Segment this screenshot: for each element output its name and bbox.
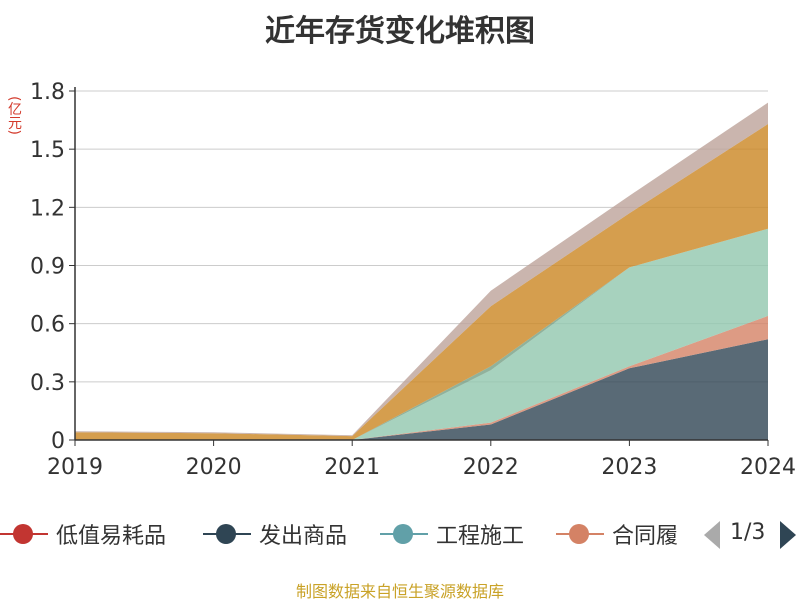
legend-next-arrow-icon[interactable] [780, 521, 796, 549]
legend-label: 合同履 [612, 524, 679, 549]
area-series-1 [75, 339, 768, 440]
y-tick-label: 0.3 [30, 371, 65, 396]
legend-item[interactable]: 合同履 [556, 512, 678, 556]
x-tick-label: 2019 [47, 455, 103, 480]
y-tick-label: 0.6 [30, 313, 65, 338]
axes [69, 87, 769, 446]
chart-title: 近年存货变化堆积图 [265, 14, 535, 49]
y-tick-label: 1.5 [30, 138, 65, 163]
area-series-6 [75, 124, 768, 440]
y-tick-label: 0.9 [30, 255, 65, 280]
legend-label: 工程施工 [436, 524, 525, 549]
data-source-note: 制图数据来自恒生聚源数据库 [295, 582, 504, 601]
legend-marker-icon [380, 524, 428, 544]
legend-prev-arrow-icon[interactable] [704, 521, 720, 549]
legend-items: 低值易耗品 发出商品 工程施工 合同履 [0, 512, 690, 556]
area-series-7 [75, 102, 768, 437]
x-tick-label: 2021 [324, 455, 380, 480]
y-tick-label: 0 [51, 429, 65, 454]
area-series-4 [75, 228, 768, 440]
legend-page-indicator: 1/3 [730, 520, 766, 545]
area-series [75, 102, 768, 440]
legend-pager: 1/3 [700, 512, 800, 556]
legend-marker-icon [556, 524, 604, 544]
legend-item[interactable]: 低值易耗品 [0, 512, 166, 556]
x-tick-label: 2023 [601, 455, 657, 480]
tick-labels: 0 0.3 0.6 0.9 1.2 1.5 1.8 2019 2020 2021 2022 2023 2… [30, 80, 796, 480]
legend-marker-icon [203, 524, 251, 544]
legend-marker-icon [0, 524, 48, 544]
y-tick-label: 1.2 [30, 196, 65, 221]
legend-label: 低值易耗品 [56, 524, 167, 549]
y-tick-label: 1.8 [30, 80, 65, 105]
legend-item[interactable]: 工程施工 [380, 512, 524, 556]
legend-label: 发出商品 [259, 524, 348, 549]
legend-item[interactable]: 发出商品 [203, 512, 347, 556]
x-tick-label: 2020 [186, 455, 242, 480]
legend: 低值易耗品 发出商品 工程施工 合同履 1/3 [0, 512, 800, 556]
x-tick-label: 2022 [463, 455, 519, 480]
y-axis-unit-label: (亿元) [6, 96, 22, 135]
x-tick-label: 2024 [740, 455, 796, 480]
